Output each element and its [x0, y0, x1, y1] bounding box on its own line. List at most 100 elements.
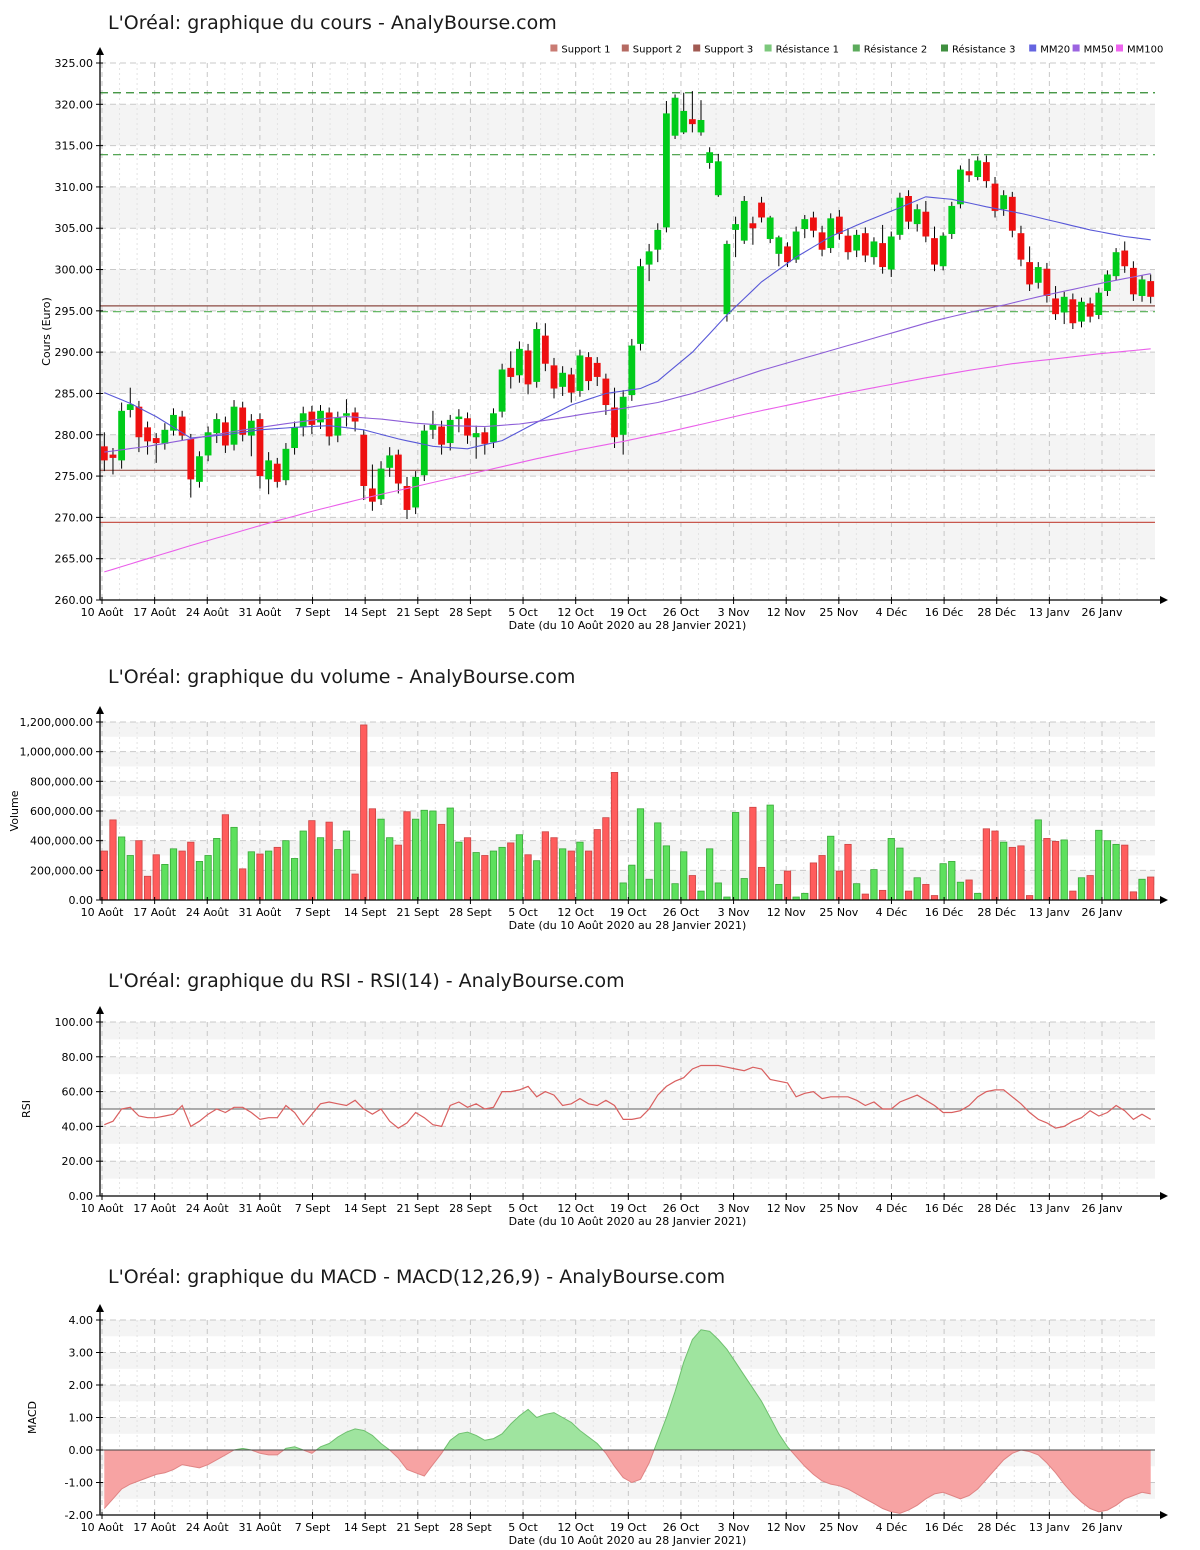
cours-chart [100, 62, 1155, 600]
svg-text:310.00: 310.00 [55, 181, 94, 194]
svg-text:5 Oct: 5 Oct [508, 1202, 538, 1215]
svg-text:60.00: 60.00 [62, 1086, 94, 1099]
svg-text:MM100: MM100 [1127, 45, 1163, 56]
svg-text:25 Nov: 25 Nov [819, 606, 858, 619]
svg-text:7 Sept: 7 Sept [295, 1202, 331, 1215]
svg-text:17 Août: 17 Août [133, 1521, 177, 1534]
svg-text:28 Sept: 28 Sept [449, 606, 492, 619]
svg-text:24 Août: 24 Août [186, 606, 230, 619]
svg-text:25 Nov: 25 Nov [819, 906, 858, 919]
svg-text:Volume: Volume [8, 790, 21, 831]
svg-text:RSI: RSI [20, 1100, 33, 1118]
svg-text:26 Janv: 26 Janv [1082, 606, 1123, 619]
svg-text:12 Oct: 12 Oct [557, 1521, 594, 1534]
svg-text:Résistance 1: Résistance 1 [776, 44, 839, 56]
macd-axes: -2.00 -1.00 0.00 1.00 2.00 3.00 4.00 10 Août 17 … [26, 1304, 1168, 1547]
svg-text:0.00: 0.00 [69, 1190, 94, 1203]
svg-text:31 Août: 31 Août [238, 906, 282, 919]
svg-text:16 Déc: 16 Déc [925, 606, 964, 619]
svg-text:0.00: 0.00 [69, 894, 94, 907]
rsi-axes: 0.00 20.00 40.00 60.00 80.00 100.00 10 Août 17 … [20, 1006, 1168, 1228]
svg-text:3.00: 3.00 [69, 1347, 94, 1360]
svg-text:5 Oct: 5 Oct [508, 606, 538, 619]
svg-text:Résistance 3: Résistance 3 [952, 44, 1015, 56]
svg-text:7 Sept: 7 Sept [295, 1521, 331, 1534]
svg-text:260.00: 260.00 [55, 594, 94, 607]
svg-text:21 Sept: 21 Sept [397, 1521, 440, 1534]
svg-text:24 Août: 24 Août [186, 1202, 230, 1215]
volume-axes: 0.00 200,000.00 400,000.00 600,000.00 800,00… [8, 706, 1168, 932]
svg-text:4 Déc: 4 Déc [876, 1202, 908, 1215]
svg-text:305.00: 305.00 [55, 222, 94, 235]
svg-text:12 Oct: 12 Oct [557, 906, 594, 919]
svg-text:13 Janv: 13 Janv [1029, 1521, 1070, 1534]
svg-text:7 Sept: 7 Sept [295, 606, 331, 619]
svg-text:14 Sept: 14 Sept [344, 1521, 387, 1534]
rsi-chart-title: L'Oréal: graphique du RSI - RSI(14) - An… [108, 970, 625, 992]
svg-text:Support 2: Support 2 [633, 45, 682, 56]
svg-text:Support 3: Support 3 [704, 45, 753, 56]
svg-text:16 Déc: 16 Déc [925, 1521, 964, 1534]
svg-text:28 Déc: 28 Déc [977, 1521, 1016, 1534]
svg-text:13 Janv: 13 Janv [1029, 606, 1070, 619]
svg-text:290.00: 290.00 [55, 346, 94, 359]
svg-text:320.00: 320.00 [55, 98, 94, 111]
svg-text:Date (du 10 Août 2020 au 28 Ja: Date (du 10 Août 2020 au 28 Janvier 2021… [509, 919, 747, 932]
svg-text:28 Sept: 28 Sept [449, 1202, 492, 1215]
svg-text:4 Déc: 4 Déc [876, 606, 908, 619]
svg-text:28 Sept: 28 Sept [449, 1521, 492, 1534]
svg-text:Date (du 10 Août 2020 au 28 Ja: Date (du 10 Août 2020 au 28 Janvier 2021… [509, 619, 747, 632]
svg-text:12 Oct: 12 Oct [557, 606, 594, 619]
svg-text:21 Sept: 21 Sept [397, 1202, 440, 1215]
svg-text:10 Août: 10 Août [81, 1521, 125, 1534]
svg-text:100.00: 100.00 [55, 1016, 94, 1029]
svg-text:MACD: MACD [26, 1401, 39, 1434]
svg-text:14 Sept: 14 Sept [344, 606, 387, 619]
svg-text:12 Nov: 12 Nov [767, 606, 806, 619]
svg-text:600,000.00: 600,000.00 [30, 805, 93, 818]
svg-text:10 Août: 10 Août [81, 1202, 125, 1215]
svg-text:12 Nov: 12 Nov [767, 1521, 806, 1534]
svg-text:17 Août: 17 Août [133, 606, 177, 619]
svg-text:31 Août: 31 Août [238, 606, 282, 619]
svg-text:325.00: 325.00 [55, 57, 94, 70]
svg-text:21 Sept: 21 Sept [397, 606, 440, 619]
svg-text:300.00: 300.00 [55, 264, 94, 277]
svg-text:Résistance 2: Résistance 2 [864, 44, 927, 56]
svg-text:20.00: 20.00 [62, 1155, 94, 1168]
svg-text:800,000.00: 800,000.00 [30, 775, 93, 788]
svg-text:0.00: 0.00 [69, 1444, 94, 1457]
svg-text:285.00: 285.00 [55, 387, 94, 400]
svg-text:3 Nov: 3 Nov [718, 606, 750, 619]
svg-text:3 Nov: 3 Nov [718, 906, 750, 919]
svg-text:400,000.00: 400,000.00 [30, 835, 93, 848]
macd-area [100, 1329, 1155, 1514]
svg-text:1.00: 1.00 [69, 1412, 94, 1425]
svg-text:Support 1: Support 1 [561, 45, 610, 56]
svg-text:13 Janv: 13 Janv [1029, 1202, 1070, 1215]
svg-text:4 Déc: 4 Déc [876, 906, 908, 919]
svg-text:Date (du 10 Août 2020 au 28 Ja: Date (du 10 Août 2020 au 28 Janvier 2021… [509, 1534, 747, 1547]
svg-text:28 Déc: 28 Déc [977, 906, 1016, 919]
svg-text:26 Oct: 26 Oct [663, 906, 700, 919]
svg-text:24 Août: 24 Août [186, 1521, 230, 1534]
svg-text:26 Oct: 26 Oct [663, 1521, 700, 1534]
svg-text:28 Déc: 28 Déc [977, 1202, 1016, 1215]
svg-text:12 Nov: 12 Nov [767, 906, 806, 919]
svg-text:12 Nov: 12 Nov [767, 1202, 806, 1215]
svg-text:MM20: MM20 [1040, 45, 1070, 56]
svg-text:275.00: 275.00 [55, 470, 94, 483]
svg-text:-2.00: -2.00 [65, 1509, 93, 1522]
svg-text:25 Nov: 25 Nov [819, 1521, 858, 1534]
svg-text:40.00: 40.00 [62, 1120, 94, 1133]
svg-text:19 Oct: 19 Oct [610, 606, 647, 619]
svg-text:4.00: 4.00 [69, 1314, 94, 1327]
svg-text:2.00: 2.00 [69, 1379, 94, 1392]
svg-text:Date (du 10 Août 2020 au 28 Ja: Date (du 10 Août 2020 au 28 Janvier 2021… [509, 1215, 747, 1228]
svg-text:26 Oct: 26 Oct [663, 606, 700, 619]
svg-text:17 Août: 17 Août [133, 1202, 177, 1215]
svg-text:26 Janv: 26 Janv [1082, 1521, 1123, 1534]
svg-text:5 Oct: 5 Oct [508, 906, 538, 919]
